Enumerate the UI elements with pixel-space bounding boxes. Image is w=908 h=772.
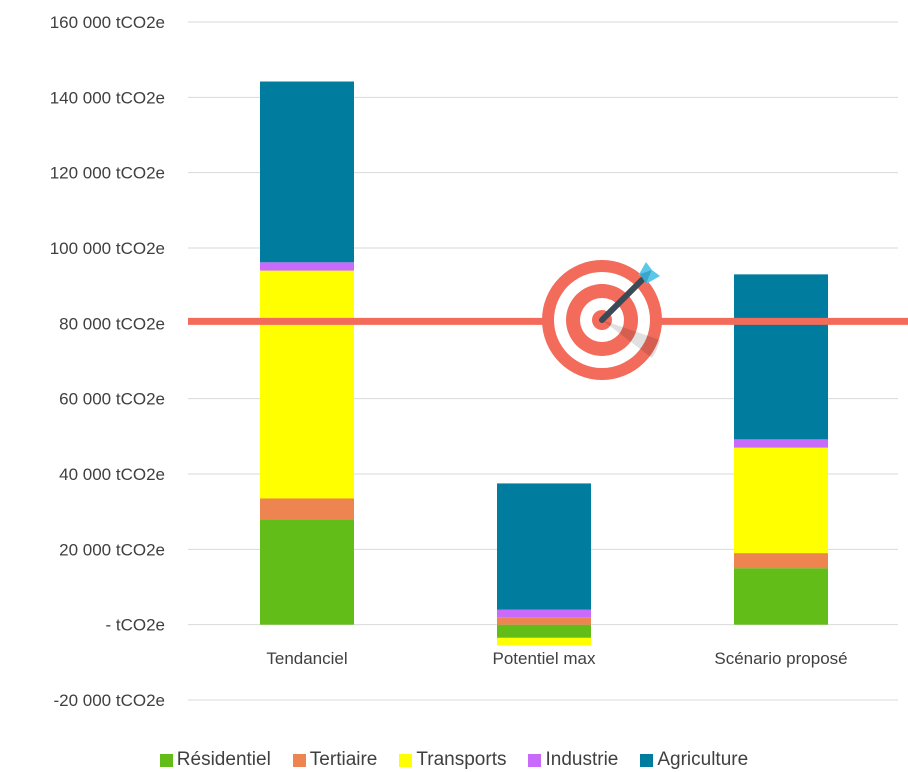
legend-label: Agriculture (657, 749, 749, 770)
legend-item-tertiaire: Tertiaire (292, 748, 378, 772)
bar-segment-tertiaire (497, 617, 591, 625)
x-axis-categories: Tendanciel Potentiel max Scénario proposé (266, 649, 847, 668)
legend-swatch (292, 753, 306, 767)
bar-segment-tertiaire (260, 498, 354, 520)
x-category-label: Scénario proposé (714, 649, 847, 668)
bar-segment-transports (734, 447, 828, 554)
y-tick-label: 140 000 tCO2e (50, 88, 165, 107)
legend-item-agriculture: Agriculture (640, 748, 748, 772)
legend-swatch (159, 753, 173, 767)
bar-segment-agriculture (260, 81, 354, 263)
y-tick-label: 120 000 tCO2e (50, 164, 165, 183)
bars (260, 81, 828, 646)
bar-segment-transports (497, 637, 591, 646)
x-category-label: Tendanciel (266, 649, 347, 668)
legend-item-résidentiel: Résidentiel (159, 748, 271, 772)
target-icon (542, 260, 662, 380)
legend-label: Résidentiel (176, 749, 271, 770)
bar-segment-agriculture (497, 483, 591, 610)
y-tick-label: 60 000 tCO2e (59, 390, 165, 409)
legend: Résidentiel Tertiaire Transports Industrie A… (0, 748, 908, 772)
bar-segment-agriculture (734, 274, 828, 440)
legend-label: Tertiaire (309, 749, 378, 770)
x-category-label: Potentiel max (493, 649, 596, 668)
legend-swatch (399, 753, 413, 767)
bar-segment-résidentiel (260, 519, 354, 625)
bar-segment-industrie (734, 439, 828, 448)
chart: 160 000 tCO2e 140 000 tCO2e 120 000 tCO2e 1… (50, 13, 908, 710)
bar-segment-tertiaire (734, 553, 828, 569)
legend-item-industrie: Industrie (528, 748, 618, 772)
bar-segment-industrie (497, 609, 591, 618)
bar-segment-résidentiel (497, 624, 591, 638)
bar-segment-industrie (260, 262, 354, 271)
y-tick-label: 100 000 tCO2e (50, 239, 165, 258)
legend-label: Transports (416, 749, 507, 770)
legend-item-transports: Transports (399, 748, 506, 772)
legend-swatch (528, 753, 542, 767)
y-axis-ticks: 160 000 tCO2e 140 000 tCO2e 120 000 tCO2e 1… (50, 13, 165, 710)
legend-label: Industrie (545, 749, 619, 770)
bar-segment-résidentiel (734, 568, 828, 625)
y-tick-label: 160 000 tCO2e (50, 13, 165, 32)
y-tick-label: 40 000 tCO2e (59, 465, 165, 484)
y-tick-label: 20 000 tCO2e (59, 540, 165, 559)
y-tick-label: - tCO2e (105, 616, 165, 635)
legend-swatch (640, 753, 654, 767)
y-tick-label: 80 000 tCO2e (59, 314, 165, 333)
bar-segment-transports (260, 270, 354, 499)
y-tick-label: -20 000 tCO2e (53, 691, 165, 710)
